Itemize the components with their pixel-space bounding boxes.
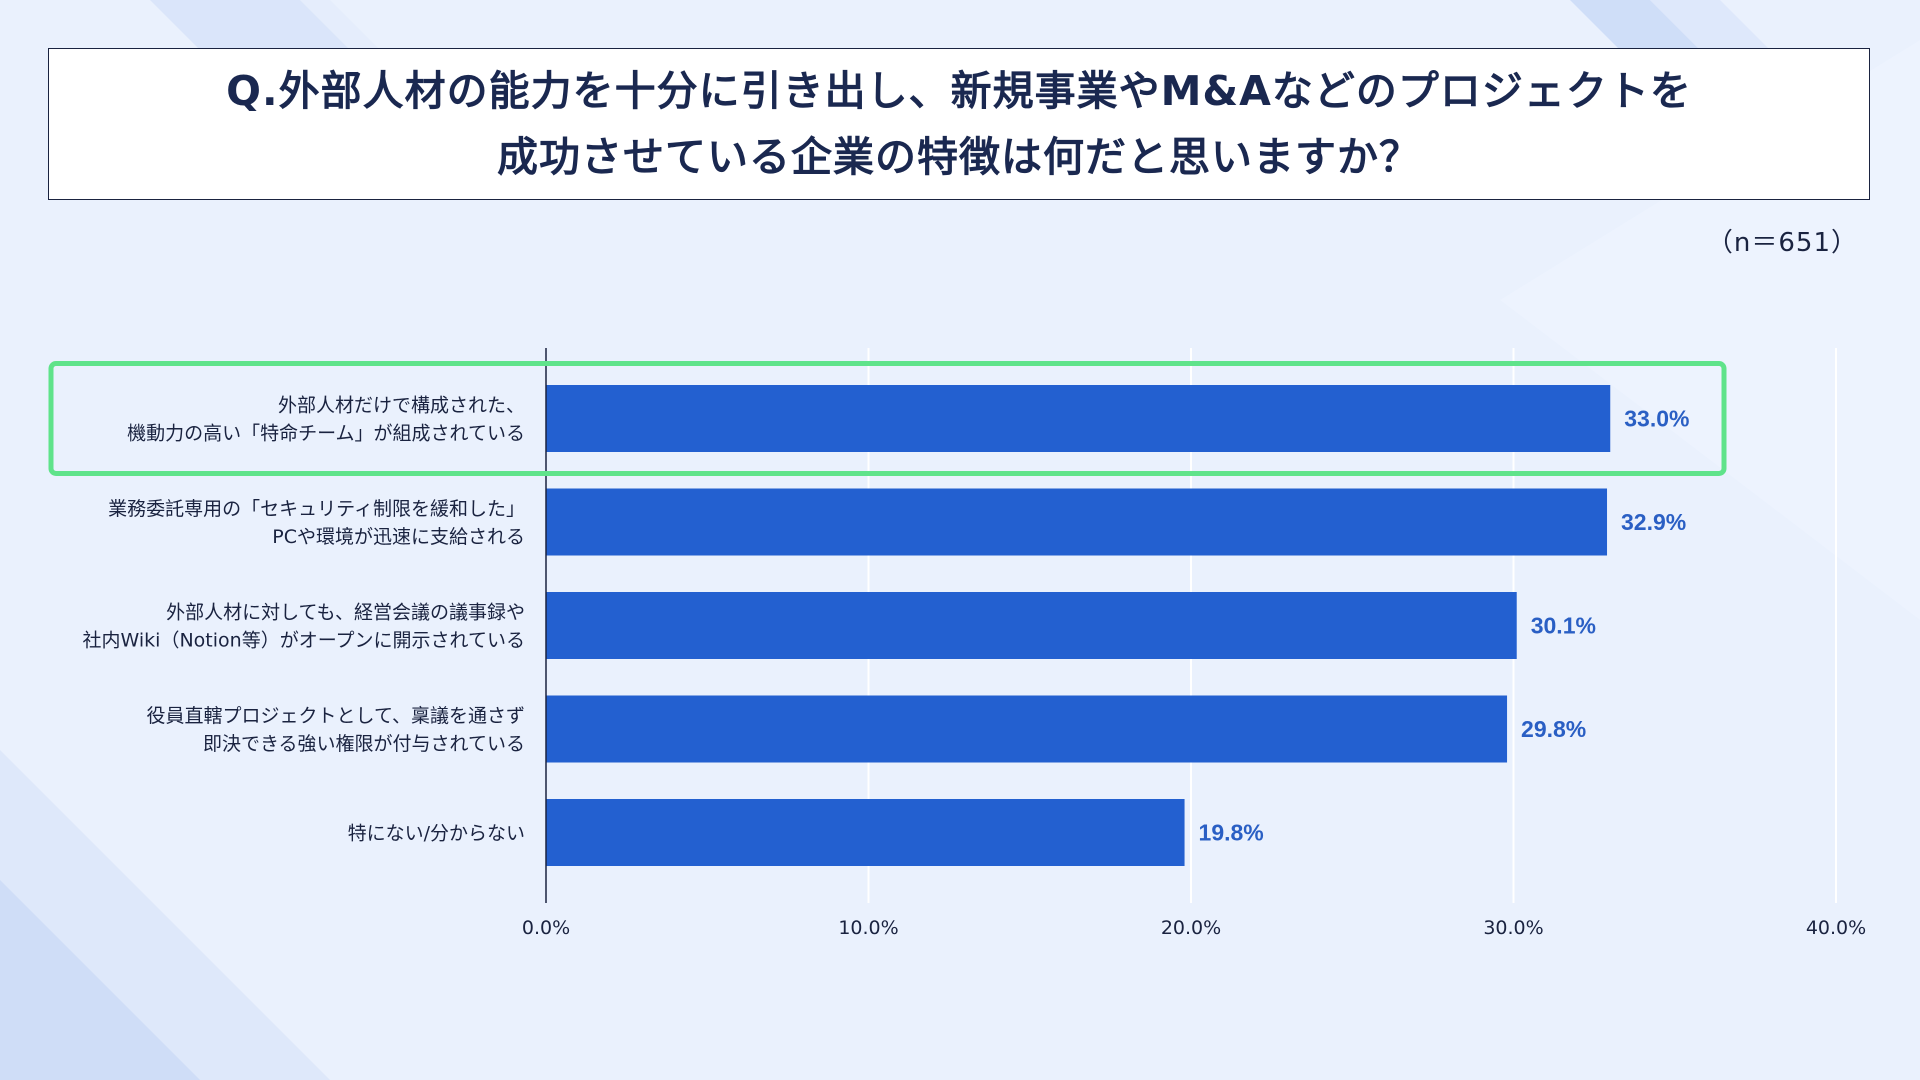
category-label-5-line-1: 特にない/分からない [348, 823, 525, 845]
category-label-3-line-2: 社内Wiki（Notion等）がオープンに開示されている [83, 630, 525, 652]
value-label-1: 33.0% [1624, 406, 1689, 432]
category-label-4-line-1: 役員直轄プロジェクトとして、稟議を通さず [147, 705, 525, 727]
question-title-line-2: 成功させている企業の特徴は何だと思いますか？ [497, 133, 1421, 181]
category-label-1-line-1: 外部人材だけで構成された、 [278, 395, 525, 417]
x-tick-label-2: 20.0% [1161, 917, 1221, 939]
value-label-3: 30.1% [1531, 613, 1596, 639]
question-title-box: Q.外部人材の能力を十分に引き出し、新規事業やM&Aなどのプロジェクトを 成功さ… [48, 48, 1870, 200]
category-label-2-line-1: 業務委託専用の「セキュリティ制限を緩和した」 [108, 498, 525, 520]
value-label-4: 29.8% [1521, 716, 1586, 742]
x-tick-label-0: 0.0% [522, 917, 570, 939]
bar-4 [546, 695, 1508, 763]
x-tick-label-4: 40.0% [1806, 917, 1866, 939]
value-label-5: 19.8% [1199, 820, 1264, 846]
bar-1 [546, 385, 1611, 452]
bar-2 [546, 488, 1608, 556]
category-label-1-line-2: 機動力の高い「特命チーム」が組成されている [127, 423, 525, 445]
sample-size-label: （n＝651） [1706, 228, 1858, 258]
category-label-3-line-1: 外部人材に対しても、経営会議の議事録や [166, 602, 525, 624]
x-tick-label-1: 10.0% [838, 917, 898, 939]
category-label-4-line-2: 即決できる強い権限が付与されている [203, 733, 525, 755]
question-title-line-1: Q.外部人材の能力を十分に引き出し、新規事業やM&Aなどのプロジェクトを [226, 67, 1692, 115]
x-tick-label-3: 30.0% [1483, 917, 1543, 939]
bar-5 [546, 799, 1185, 866]
category-label-2-line-2: PCや環境が迅速に支給される [272, 526, 525, 548]
value-label-2: 32.9% [1621, 509, 1686, 535]
highlight-box [48, 361, 1727, 476]
bar-3 [546, 592, 1517, 659]
